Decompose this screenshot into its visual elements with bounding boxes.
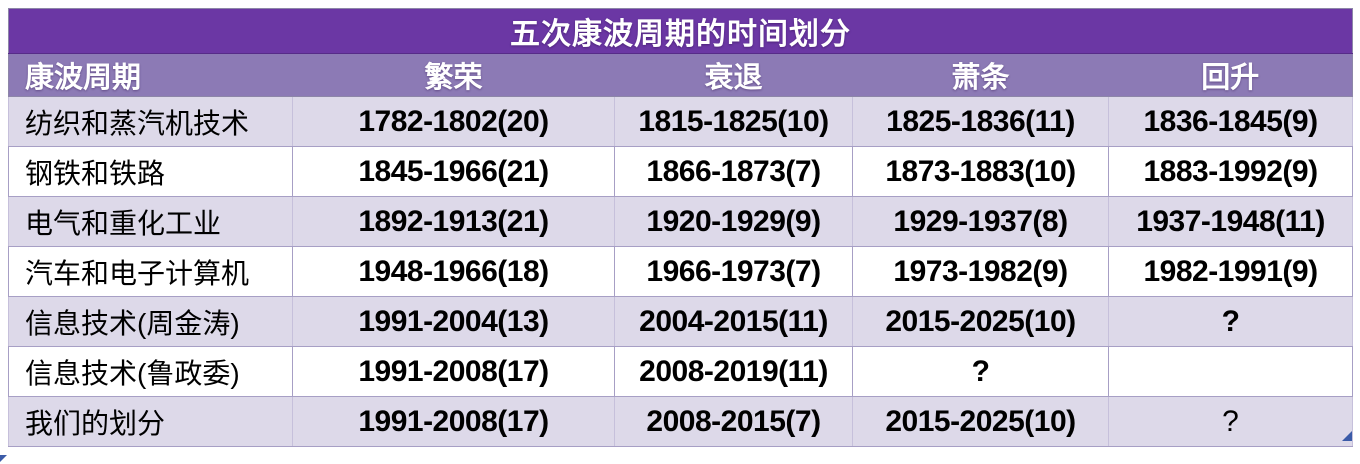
table-row: 汽车和电子计算机 1948-1966(18) 1966-1973(7) 1973… (8, 246, 1354, 297)
table-row: 钢铁和铁路 1845-1966(21) 1866-1873(7) 1873-18… (8, 146, 1354, 197)
cell-recession: 2008-2015(7) (614, 396, 853, 447)
cell-recovery: 1982-1991(9) (1107, 246, 1354, 297)
header-cycle: 康波周期 (8, 53, 293, 97)
cell-recovery: 1937-1948(11) (1107, 196, 1354, 247)
title-row: 五次康波周期的时间划分 (7, 8, 1354, 54)
header-recovery: 回升 (1108, 53, 1354, 97)
table-row: 信息技术(周金涛) 1991-2004(13) 2004-2015(11) 20… (8, 296, 1354, 347)
cell-depression: 2015-2025(10) (852, 296, 1109, 347)
cell-recovery: ? (1107, 296, 1354, 347)
cell-depression: 2015-2025(10) (852, 396, 1109, 447)
cell-depression: 1873-1883(10) (852, 146, 1109, 197)
row-label: 信息技术(鲁政委) (8, 346, 293, 397)
cell-recession: 2008-2019(11) (614, 346, 853, 397)
cell-recession: 1920-1929(9) (614, 196, 853, 247)
cell-prosperity: 1782-1802(20) (292, 96, 615, 147)
cell-depression: ? (852, 346, 1109, 397)
cell-recovery: 1883-1992(9) (1107, 146, 1354, 197)
row-label: 我们的划分 (8, 396, 293, 447)
cell-prosperity: 1991-2008(17) (292, 396, 615, 447)
cell-depression: 1825-1836(11) (852, 96, 1109, 147)
cell-recession: 1966-1973(7) (614, 246, 853, 297)
row-label: 信息技术(周金涛) (8, 296, 293, 347)
header-row: 康波周期 繁荣 衰退 萧条 回升 (8, 53, 1354, 97)
cell-recovery: 1836-1845(9) (1107, 96, 1354, 147)
cell-recovery: ? (1107, 396, 1354, 447)
cell-prosperity: 1892-1913(21) (292, 196, 615, 247)
cell-recession: 1815-1825(10) (614, 96, 853, 147)
cell-prosperity: 1991-2004(13) (292, 296, 615, 347)
cell-prosperity: 1948-1966(18) (292, 246, 615, 297)
header-recession: 衰退 (614, 53, 853, 97)
row-label: 汽车和电子计算机 (8, 246, 293, 297)
header-prosperity: 繁荣 (292, 53, 615, 97)
row-label: 钢铁和铁路 (8, 146, 293, 197)
resize-handle-icon (1342, 431, 1352, 441)
table-row: 我们的划分 1991-2008(17) 2008-2015(7) 2015-20… (8, 396, 1354, 447)
cell-recession: 2004-2015(11) (614, 296, 853, 347)
cell-recovery (1107, 346, 1354, 397)
row-label: 纺织和蒸汽机技术 (8, 96, 293, 147)
cell-prosperity: 1991-2008(17) (292, 346, 615, 397)
table-row: 纺织和蒸汽机技术 1782-1802(20) 1815-1825(10) 182… (8, 96, 1354, 147)
table-title: 五次康波周期的时间划分 (7, 8, 1354, 54)
cell-recession: 1866-1873(7) (614, 146, 853, 197)
header-depression: 萧条 (852, 53, 1109, 97)
kondratiev-wave-table: 五次康波周期的时间划分 康波周期 繁荣 衰退 萧条 回升 纺织和蒸汽机技术 17… (7, 8, 1354, 447)
table-row: 电气和重化工业 1892-1913(21) 1920-1929(9) 1929-… (8, 196, 1354, 247)
cell-depression: 1929-1937(8) (852, 196, 1109, 247)
corner-mark-icon (0, 455, 7, 462)
cell-depression: 1973-1982(9) (852, 246, 1109, 297)
row-label: 电气和重化工业 (8, 196, 293, 247)
cell-prosperity: 1845-1966(21) (292, 146, 615, 197)
table-row: 信息技术(鲁政委) 1991-2008(17) 2008-2019(11) ? (8, 346, 1354, 397)
